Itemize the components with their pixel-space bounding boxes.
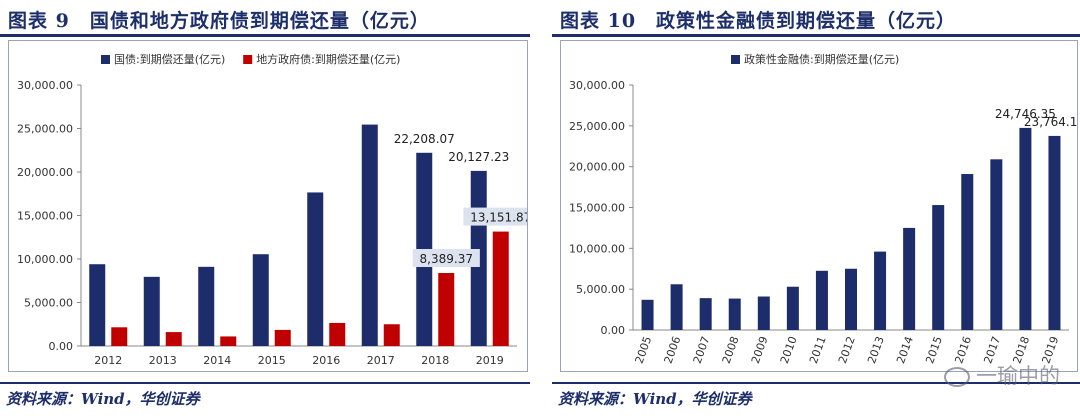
x-tick-label: 2005 bbox=[633, 335, 655, 366]
bar bbox=[361, 124, 378, 347]
x-tick-label: 2014 bbox=[203, 354, 231, 367]
y-tick-label: 0.00 bbox=[49, 340, 74, 353]
y-tick-label: 30,000.00 bbox=[569, 79, 625, 92]
bar bbox=[165, 332, 182, 346]
bar bbox=[874, 251, 887, 330]
y-tick-label: 10,000.00 bbox=[569, 242, 625, 255]
title-rule bbox=[552, 34, 1080, 37]
bar bbox=[492, 231, 509, 346]
figure-10-panel: 图表 10 政策性金融债到期偿还量（亿元） 政策性金融债:到期偿还量(亿元) 0.… bbox=[552, 0, 1080, 416]
legend-label: 国债:到期偿还量(亿元) bbox=[114, 52, 225, 66]
bar bbox=[641, 299, 654, 330]
treasury-local-bond-chart: 国债:到期偿还量(亿元) 地方政府债:到期偿还量(亿元) 0.00 5,000.00 1… bbox=[17, 52, 527, 367]
data-label: 20,127.23 bbox=[448, 150, 509, 164]
x-tick-label: 2012 bbox=[94, 354, 122, 367]
legend-swatch bbox=[731, 55, 740, 64]
bar bbox=[815, 270, 828, 330]
bar bbox=[143, 276, 160, 346]
footer-rule bbox=[552, 382, 1080, 384]
figure-10-title: 图表 10 政策性金融债到期偿还量（亿元） bbox=[560, 10, 957, 32]
bar bbox=[220, 336, 237, 346]
chart-frame: 国债:到期偿还量(亿元) 地方政府债:到期偿还量(亿元) 0.00 5,000.00 1… bbox=[8, 40, 528, 372]
x-tick-label: 2013 bbox=[865, 335, 887, 366]
footer-rule bbox=[0, 382, 530, 384]
x-tick-label: 2019 bbox=[476, 354, 504, 367]
x-tick-label: 2013 bbox=[149, 354, 177, 367]
bar bbox=[786, 286, 799, 330]
bar bbox=[111, 327, 128, 346]
data-label-box bbox=[412, 249, 480, 268]
bar bbox=[307, 192, 324, 346]
bar bbox=[845, 268, 857, 330]
y-tick-label: 10,000.00 bbox=[17, 253, 73, 266]
figure-9-title: 图表 9 国债和地方政府债到期偿还量（亿元） bbox=[8, 10, 430, 32]
legend-swatch bbox=[101, 55, 110, 64]
policy-bank-bond-chart: 政策性金融债:到期偿还量(亿元) 0.00 5,000.00 10,000.00 15,… bbox=[569, 52, 1077, 366]
x-tick-label: 2009 bbox=[749, 335, 771, 366]
bar bbox=[198, 266, 215, 346]
bar bbox=[961, 174, 974, 330]
title-rule bbox=[0, 34, 530, 37]
data-label: 8,389.37 bbox=[420, 252, 473, 266]
y-tick-label: 5,000.00 bbox=[576, 283, 625, 296]
data-label: 23,764.10 bbox=[1024, 115, 1077, 129]
y-tick-label: 25,000.00 bbox=[569, 120, 625, 133]
data-label: 13,151.87 bbox=[470, 211, 527, 225]
bar bbox=[329, 322, 346, 346]
y-tick-label: 20,000.00 bbox=[17, 166, 73, 179]
bar bbox=[990, 159, 1003, 330]
bar bbox=[699, 298, 712, 330]
legend-swatch bbox=[243, 55, 253, 64]
x-tick-label: 2010 bbox=[778, 335, 800, 366]
x-tick-label: 2018 bbox=[421, 354, 449, 367]
data-label: 22,208.07 bbox=[394, 132, 455, 146]
x-tick-label: 2017 bbox=[367, 354, 395, 367]
figure-9-panel: 图表 9 国债和地方政府债到期偿还量（亿元） 国债:到期偿还量(亿元) 地方政府债… bbox=[0, 0, 530, 416]
y-tick-label: 25,000.00 bbox=[17, 123, 73, 136]
bar bbox=[903, 227, 916, 330]
x-tick-label: 2007 bbox=[691, 335, 713, 366]
x-tick-label: 2006 bbox=[662, 335, 684, 366]
x-tick-label: 2015 bbox=[923, 335, 945, 366]
y-tick-label: 0.00 bbox=[601, 324, 626, 337]
y-tick-label: 15,000.00 bbox=[569, 202, 625, 215]
x-tick-label: 2012 bbox=[836, 335, 858, 366]
x-tick-label: 2008 bbox=[720, 335, 742, 366]
bar bbox=[757, 296, 770, 330]
bar bbox=[670, 284, 683, 330]
source-note: 资料来源：Wind，华创证券 bbox=[6, 390, 200, 408]
bar bbox=[274, 329, 291, 346]
chart-frame: 政策性金融债:到期偿还量(亿元) 0.00 5,000.00 10,000.00 15,… bbox=[560, 40, 1078, 372]
y-tick-label: 5,000.00 bbox=[24, 297, 73, 310]
bar bbox=[89, 264, 106, 346]
source-note: 资料来源：Wind，华创证券 bbox=[558, 390, 752, 408]
legend-label: 政策性金融债:到期偿还量(亿元) bbox=[744, 52, 899, 66]
x-tick-label: 2016 bbox=[312, 354, 340, 367]
bar bbox=[1048, 135, 1061, 330]
watermark-text: 一瑜中的 bbox=[976, 364, 1060, 388]
data-label: 24,746.35 bbox=[995, 107, 1056, 121]
y-tick-label: 15,000.00 bbox=[17, 210, 73, 223]
x-tick-label: 2014 bbox=[894, 335, 916, 366]
x-tick-label: 2015 bbox=[258, 354, 286, 367]
bar bbox=[383, 324, 400, 346]
bar bbox=[438, 273, 455, 346]
wechat-icon bbox=[944, 367, 970, 387]
x-tick-label: 2011 bbox=[807, 335, 829, 366]
y-tick-label: 20,000.00 bbox=[569, 161, 625, 174]
bar bbox=[932, 205, 945, 330]
bar bbox=[252, 254, 269, 346]
legend-label: 地方政府债:到期偿还量(亿元) bbox=[256, 52, 400, 66]
data-label-box bbox=[463, 207, 527, 226]
watermark: 一瑜中的 bbox=[944, 360, 1060, 390]
bar bbox=[1019, 127, 1032, 330]
bar bbox=[728, 298, 741, 330]
y-tick-label: 30,000.00 bbox=[17, 79, 73, 92]
